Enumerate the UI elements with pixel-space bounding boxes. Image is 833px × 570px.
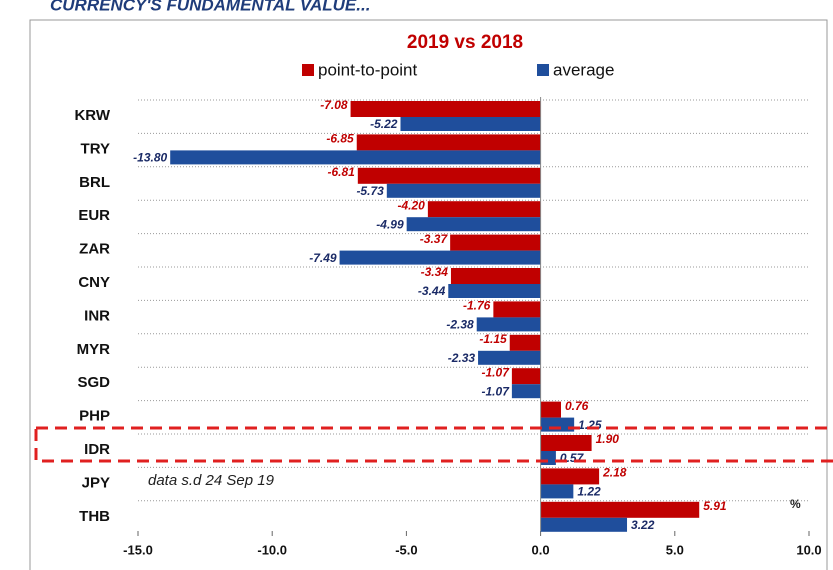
chart-frame xyxy=(29,19,828,570)
category-label: BRL xyxy=(79,174,110,191)
bar xyxy=(357,167,541,184)
value-label: 5.91 xyxy=(703,499,727,513)
category-label: PHP xyxy=(79,408,110,425)
legend-label: point-to-point xyxy=(318,60,418,79)
highlight-box xyxy=(34,426,833,463)
bar xyxy=(427,201,541,218)
value-label: 1.25 xyxy=(578,418,602,432)
value-label: 0.57 xyxy=(560,451,585,465)
bar xyxy=(450,268,541,284)
x-tick-label: -10.0 xyxy=(257,542,287,557)
value-label: -7.49 xyxy=(309,251,337,265)
category-label: MYR xyxy=(77,341,111,358)
value-label: -5.22 xyxy=(370,117,398,131)
value-label: -3.34 xyxy=(421,265,449,279)
category-label: TRY xyxy=(81,140,110,157)
value-label: -1.07 xyxy=(482,365,511,379)
legend-swatch xyxy=(302,64,314,76)
bar xyxy=(448,284,541,298)
bar xyxy=(476,317,541,332)
category-label: THB xyxy=(79,508,110,525)
bar xyxy=(540,484,574,499)
x-tick-label: -5.0 xyxy=(395,542,417,557)
bar xyxy=(406,217,541,232)
category-label: EUR xyxy=(78,207,110,224)
value-label: -4.20 xyxy=(398,198,426,212)
bar xyxy=(170,150,541,165)
value-label: 1.90 xyxy=(596,432,620,446)
bar xyxy=(540,435,592,451)
value-label: -1.07 xyxy=(482,384,511,398)
value-label: -2.38 xyxy=(446,318,474,332)
bar xyxy=(540,417,575,432)
bar xyxy=(540,501,700,518)
caption: CURRENCY'S FUNDAMENTAL VALUE... xyxy=(50,0,370,14)
annotation: % xyxy=(790,497,801,511)
value-label: -13.80 xyxy=(133,151,167,165)
bar xyxy=(339,250,541,265)
value-label: -7.08 xyxy=(320,98,348,112)
bar xyxy=(478,350,541,365)
bar xyxy=(540,401,561,418)
value-label: -5.73 xyxy=(356,184,384,198)
bar xyxy=(540,468,600,485)
x-tick-label: -15.0 xyxy=(123,542,153,557)
chart-title: 2019 vs 2018 xyxy=(407,32,523,53)
x-tick-label: 0.0 xyxy=(532,542,550,557)
legend-swatch xyxy=(537,64,549,76)
category-label: KRW xyxy=(74,107,110,124)
bar xyxy=(509,334,541,351)
category-label: SGD xyxy=(77,374,110,391)
value-label: 0.76 xyxy=(565,399,589,413)
value-label: -3.44 xyxy=(418,284,446,298)
value-label: -1.15 xyxy=(479,332,507,346)
bar xyxy=(386,183,541,198)
category-label: CNY xyxy=(78,274,110,291)
annotation: data s.d 24 Sep 19 xyxy=(148,472,275,489)
bar xyxy=(350,101,541,117)
value-label: -2.33 xyxy=(448,351,476,365)
value-label: -6.85 xyxy=(326,132,354,146)
category-label: INR xyxy=(84,307,110,324)
value-label: -6.81 xyxy=(327,165,355,179)
bar xyxy=(400,117,541,131)
value-label: 1.22 xyxy=(577,485,601,499)
legend-label: average xyxy=(553,60,614,79)
bar xyxy=(356,134,541,151)
value-label: 3.22 xyxy=(631,518,655,532)
bar xyxy=(511,368,541,385)
value-label: -1.76 xyxy=(463,299,491,313)
value-label: -3.37 xyxy=(420,232,449,246)
category-label: ZAR xyxy=(79,241,110,258)
bar xyxy=(511,384,541,399)
value-label: 2.18 xyxy=(602,466,627,480)
category-label: IDR xyxy=(84,441,110,458)
bar xyxy=(540,451,556,465)
bar xyxy=(540,517,628,532)
bar xyxy=(493,301,541,318)
category-label: JPY xyxy=(82,474,110,491)
x-tick-label: 5.0 xyxy=(666,542,684,557)
bar xyxy=(450,234,541,251)
x-tick-label: 10.0 xyxy=(796,542,821,557)
value-label: -4.99 xyxy=(376,217,404,231)
